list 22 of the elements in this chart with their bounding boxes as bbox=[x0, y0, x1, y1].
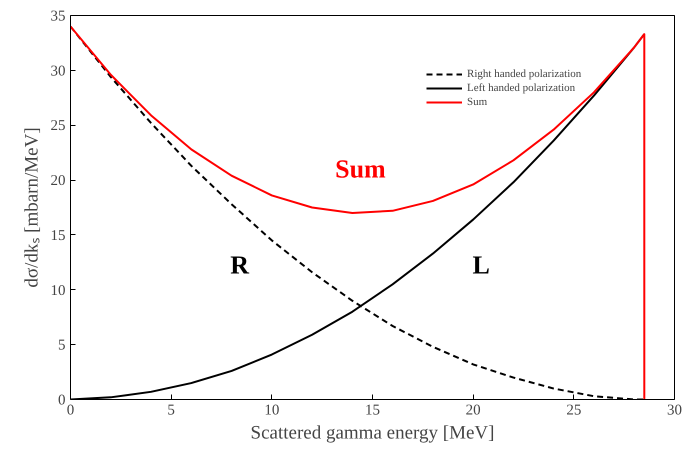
y-tick-label: 10 bbox=[50, 282, 66, 299]
x-tick-label: 5 bbox=[167, 402, 175, 418]
y-tick-label: 15 bbox=[50, 228, 66, 244]
legend-label: Left handed polarization bbox=[467, 81, 576, 95]
annotation: Sum bbox=[335, 154, 386, 184]
legend-label: Right handed polarization bbox=[467, 67, 582, 81]
y-axis-title: dσ/dkₛ [mbarn/MeV] bbox=[22, 127, 42, 288]
x-tick-label: 25 bbox=[566, 402, 582, 418]
y-tick-label: 0 bbox=[58, 392, 66, 408]
x-tick-label: 20 bbox=[466, 402, 481, 418]
y-tick-label: 30 bbox=[50, 63, 66, 80]
y-tick-label: 5 bbox=[58, 338, 66, 354]
x-tick-label: 30 bbox=[667, 402, 682, 418]
x-tick-label: 15 bbox=[365, 402, 380, 418]
x-tick-label: 10 bbox=[264, 402, 280, 418]
y-tick-label: 25 bbox=[50, 118, 66, 134]
annotation: L bbox=[472, 250, 490, 280]
legend-label: Sum bbox=[467, 95, 488, 109]
y-tick-label: 20 bbox=[50, 173, 66, 190]
y-tick-label: 35 bbox=[50, 8, 66, 24]
annotation: R bbox=[230, 250, 250, 280]
x-axis-title: Scattered gamma energy [MeV] bbox=[250, 422, 494, 444]
